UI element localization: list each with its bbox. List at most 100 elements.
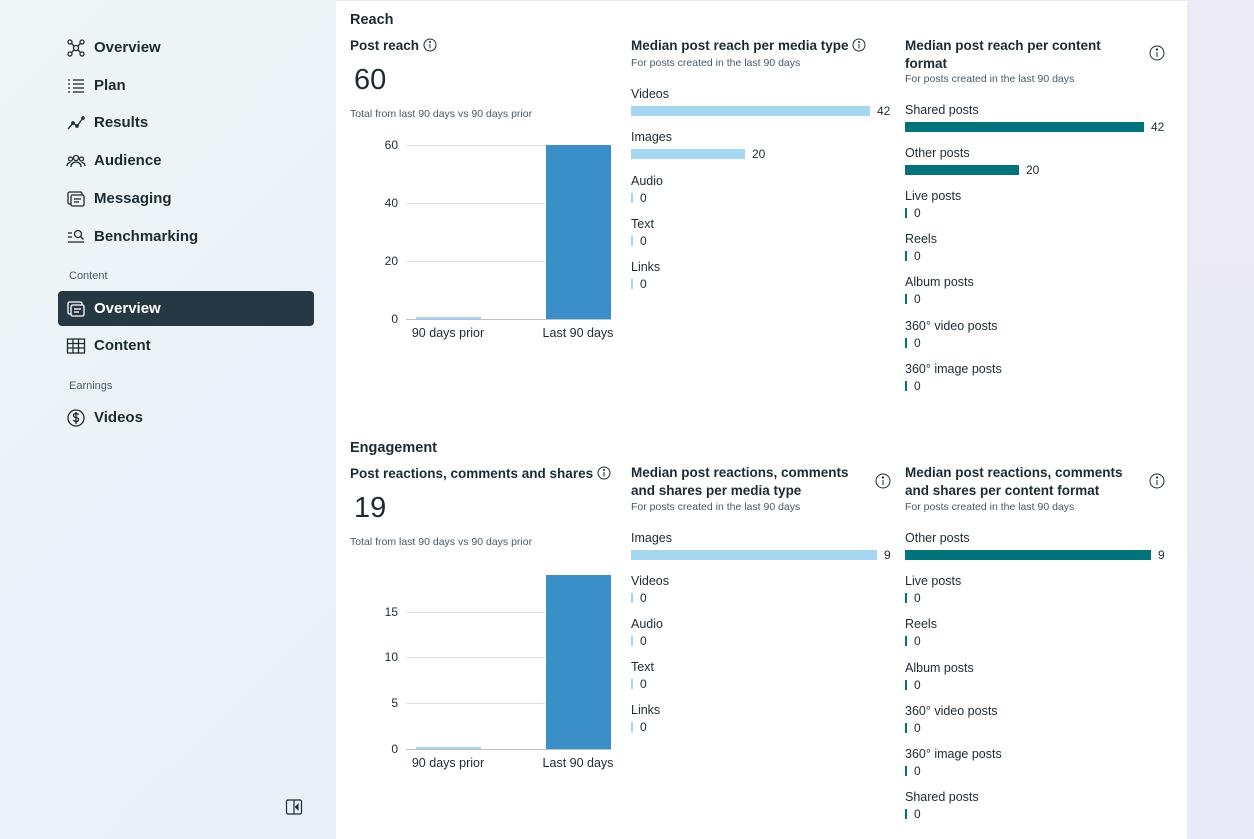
y-tick-label: 5 xyxy=(391,696,398,711)
info-icon[interactable] xyxy=(852,38,866,52)
bar xyxy=(905,809,907,820)
bar-label: Shared posts xyxy=(905,103,979,117)
bar-value: 0 xyxy=(914,249,921,264)
y-tick-label: 0 xyxy=(391,742,398,756)
bar-label: 360° video posts xyxy=(905,318,998,333)
bar-label: Videos xyxy=(631,574,669,588)
bar xyxy=(631,593,633,603)
gridline xyxy=(406,749,611,750)
bar-label: Videos xyxy=(631,87,669,101)
sidebar-item-messaging[interactable]: Messaging xyxy=(58,181,314,216)
bar xyxy=(905,550,1151,560)
bar-label: Audio xyxy=(631,173,663,188)
y-tick-label: 15 xyxy=(384,604,398,619)
collapse-sidebar-button[interactable] xyxy=(285,798,303,816)
bar-label: Album posts xyxy=(905,660,974,675)
x-tick-label: 90 days prior xyxy=(411,326,485,340)
gridline xyxy=(406,703,611,705)
bar xyxy=(905,722,907,733)
bar-label: Reels xyxy=(905,232,937,247)
benchmark-icon xyxy=(66,227,86,247)
sidebar-item-plan[interactable]: Plan xyxy=(58,68,314,103)
sidebar-item-label: Plan xyxy=(94,77,126,94)
bar-value: 9 xyxy=(1158,548,1165,562)
gridline xyxy=(406,611,611,613)
post-reactions-value: 19 xyxy=(354,492,387,524)
bar-label: Audio xyxy=(631,617,663,631)
sidebar-item-results[interactable]: Results xyxy=(58,105,314,140)
bar-label: 360° image posts xyxy=(905,747,1002,761)
right-strip xyxy=(1187,0,1254,839)
sidebar-item-videos[interactable]: Videos xyxy=(58,400,314,435)
bar xyxy=(905,122,1144,132)
bar xyxy=(631,235,633,246)
bar-label: Other posts xyxy=(905,531,970,545)
chart-bar[interactable] xyxy=(546,145,611,319)
reach-section-title: Reach xyxy=(350,12,394,28)
bar-label: Shared posts xyxy=(905,790,979,805)
bar xyxy=(905,636,907,647)
reach-content-format-subtitle: For posts created in the last 90 days xyxy=(905,73,1075,85)
y-tick-label: 60 xyxy=(384,138,398,152)
gridline xyxy=(406,261,611,262)
bar-value: 0 xyxy=(914,634,921,649)
reach-content-format-title: Median post reach per content format xyxy=(905,38,1101,71)
info-icon[interactable] xyxy=(1149,45,1165,61)
bar xyxy=(905,380,907,391)
bar xyxy=(905,294,907,305)
sidebar-item-content-overview[interactable]: Overview xyxy=(58,291,314,326)
sidebar-item-label: Overview xyxy=(94,39,161,56)
y-tick-label: 0 xyxy=(391,312,398,326)
bar xyxy=(631,550,877,560)
nodes-icon xyxy=(66,38,86,58)
post-reach-title: Post reach xyxy=(350,37,437,55)
bar xyxy=(631,279,633,290)
bar xyxy=(905,208,907,219)
sidebar-item-content[interactable]: Content xyxy=(58,328,314,363)
engagement-content-format-title: Median post reactions, comments and shar… xyxy=(905,465,1123,498)
bar xyxy=(631,106,870,116)
post-reactions-title: Post reactions, comments and shares xyxy=(350,465,611,483)
sidebar-item-audience[interactable]: Audience xyxy=(58,143,314,178)
gridline xyxy=(406,145,611,146)
bar-value: 0 xyxy=(914,335,921,350)
bar-value: 0 xyxy=(914,591,921,606)
list-icon xyxy=(66,76,86,96)
info-icon[interactable] xyxy=(875,473,891,489)
sidebar-item-label: Benchmarking xyxy=(94,228,199,245)
table-icon xyxy=(66,336,86,356)
post-reach-value: 60 xyxy=(354,64,387,96)
y-tick-label: 10 xyxy=(384,650,398,665)
post-reactions-subtitle: Total from last 90 days vs 90 days prior xyxy=(350,536,533,548)
info-icon[interactable] xyxy=(597,466,611,480)
engagement-content-format-subtitle: For posts created in the last 90 days xyxy=(905,501,1075,513)
sidebar: Overview Plan Results Audience Messaging… xyxy=(0,0,336,839)
bar xyxy=(631,149,745,160)
bar xyxy=(631,192,633,203)
info-icon[interactable] xyxy=(1149,473,1165,489)
sidebar-item-label: Content xyxy=(94,337,151,354)
sidebar-item-overview[interactable]: Overview xyxy=(58,30,314,65)
sidebar-item-label: Results xyxy=(94,114,149,131)
bar-value: 0 xyxy=(914,378,921,393)
bar-value: 0 xyxy=(914,677,921,692)
reach-media-type-subtitle: For posts created in the last 90 days xyxy=(631,57,801,69)
chart-bar[interactable] xyxy=(416,317,481,319)
info-icon[interactable] xyxy=(423,38,437,52)
chart-bar[interactable] xyxy=(546,575,611,749)
collapse-icon xyxy=(285,799,303,815)
bar-label: Album posts xyxy=(905,275,974,290)
bar-value: 0 xyxy=(914,206,921,221)
chart-bar[interactable] xyxy=(416,747,481,749)
x-tick-label: Last 90 days xyxy=(542,326,614,340)
bar xyxy=(631,679,633,689)
sidebar-item-label: Overview xyxy=(94,300,161,317)
gridline xyxy=(406,203,611,204)
bar xyxy=(905,337,907,348)
reach-media-type-title: Median post reach per media type xyxy=(631,37,881,55)
bar-value: 0 xyxy=(914,764,921,778)
sidebar-item-benchmarking[interactable]: Benchmarking xyxy=(58,219,314,254)
bar-value: 0 xyxy=(640,233,647,248)
engagement-media-type-title: Median post reactions, comments and shar… xyxy=(631,465,849,498)
sidebar-item-label: Videos xyxy=(94,409,143,426)
